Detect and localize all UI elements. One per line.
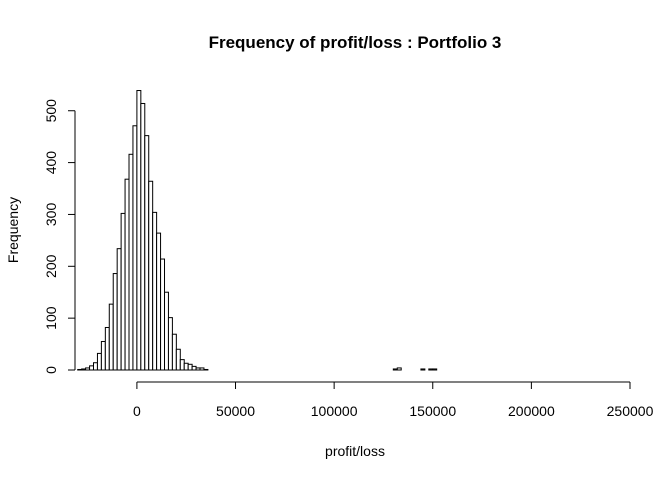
histogram-bar	[140, 102, 146, 371]
histogram-bar	[96, 352, 102, 371]
histogram-bar	[195, 367, 201, 371]
y-tick-label: 0	[43, 366, 59, 374]
histogram-bar	[93, 362, 98, 371]
histogram-bar	[100, 340, 106, 371]
y-tick-label: 300	[43, 203, 59, 227]
bars-group	[77, 90, 438, 371]
histogram-bar	[156, 232, 162, 371]
histogram-bar	[396, 367, 402, 371]
x-tick-label: 200000	[508, 403, 555, 419]
x-tick-label: 150000	[409, 403, 456, 419]
histogram-bar	[128, 153, 134, 371]
histogram-bar	[152, 211, 158, 371]
histogram-bar	[175, 348, 181, 371]
histogram-bar	[167, 317, 173, 371]
histogram-bar	[124, 178, 130, 371]
x-tick-label: 100000	[311, 403, 358, 419]
y-tick-label: 500	[43, 99, 59, 123]
histogram-bar	[183, 362, 189, 371]
histogram-bar	[116, 248, 122, 371]
histogram-bar	[420, 368, 426, 371]
histogram-bar	[81, 368, 87, 371]
histogram-bar	[85, 367, 91, 371]
histogram-bar	[77, 368, 83, 371]
histogram-bar	[160, 258, 166, 371]
y-tick-label: 100	[43, 306, 59, 330]
y-axis: 0 100 200 300 400 500	[43, 99, 76, 374]
chart-title: Frequency of profit/loss : Portfolio 3	[209, 33, 502, 52]
histogram-bar	[432, 368, 438, 371]
histogram-bar	[89, 365, 94, 371]
x-tick-label: 50000	[216, 403, 255, 419]
histogram-bar	[199, 367, 205, 371]
x-tick-label: 250000	[607, 403, 654, 419]
histogram-bar	[112, 273, 118, 371]
histogram-bar	[179, 359, 185, 371]
histogram-bar	[164, 291, 169, 371]
x-axis-label: profit/loss	[325, 443, 385, 459]
histogram-bar	[203, 368, 209, 371]
histogram-bar	[104, 326, 110, 371]
histogram-bar	[392, 368, 398, 371]
histogram-bar	[120, 212, 126, 371]
histogram-bar	[187, 363, 193, 371]
histogram-bar	[148, 180, 154, 371]
histogram-bar	[132, 125, 138, 371]
y-tick-label: 400	[43, 151, 59, 175]
y-axis-label: Frequency	[5, 197, 21, 263]
histogram-bar	[108, 303, 114, 371]
x-axis: 0 50000 100000 150000 200000 250000	[133, 381, 654, 419]
histogram-bar	[191, 365, 197, 371]
x-tick-label: 0	[133, 403, 141, 419]
histogram-bar	[136, 90, 142, 371]
histogram-bar	[428, 368, 434, 371]
y-tick-label: 200	[43, 254, 59, 278]
histogram-bar	[144, 135, 150, 371]
histogram-bar	[171, 333, 177, 371]
